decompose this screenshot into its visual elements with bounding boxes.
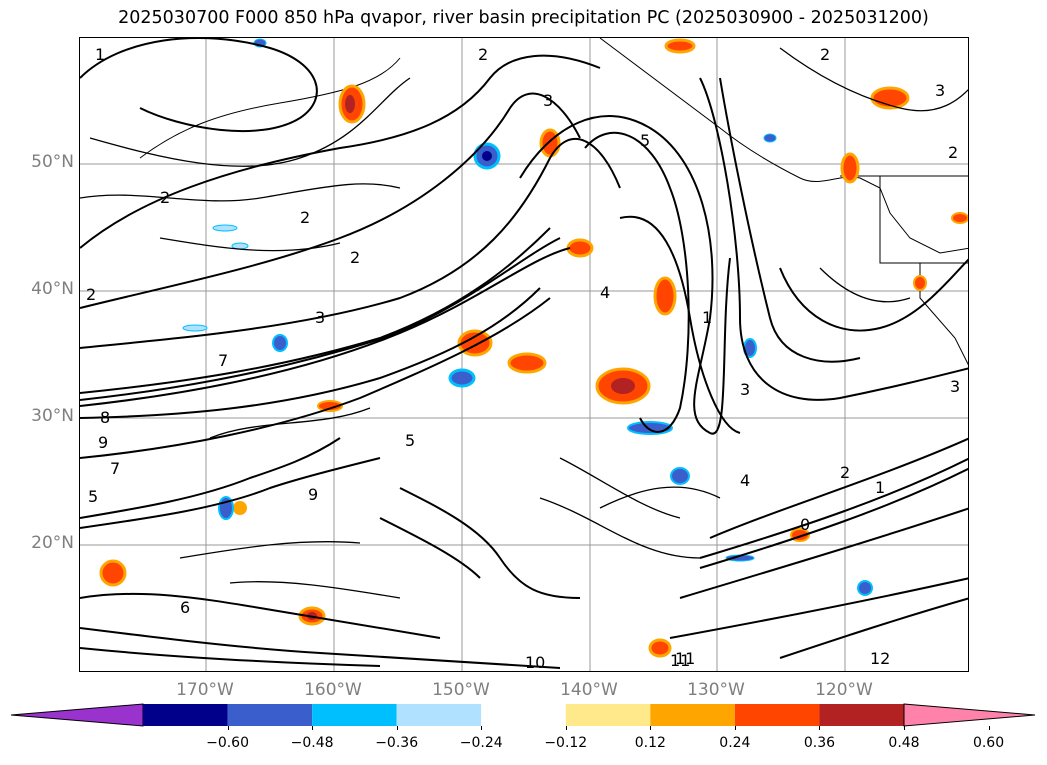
lon-label: 140°W	[560, 680, 618, 700]
colorbar-segment	[143, 704, 228, 726]
colorbar-tick-label: 0.24	[719, 735, 751, 751]
contour-label: 9	[308, 485, 318, 504]
colorbar-segment	[481, 704, 566, 726]
qvapor-contours-thin	[80, 47, 968, 599]
contour-label: 3	[543, 91, 553, 110]
colorbar-tick-label: 0.36	[803, 735, 836, 751]
contour-label: 2	[350, 248, 360, 267]
precip-positive-patches	[99, 38, 968, 658]
colorbar	[10, 703, 1036, 727]
contour-label: 3	[950, 377, 960, 396]
contour-label: 7	[218, 351, 228, 370]
colorbar-tick	[312, 726, 314, 730]
figure-title: 2025030700 F000 850 hPa qvapor, river ba…	[118, 8, 929, 28]
colorbar-tick	[565, 726, 567, 730]
colorbar-tick-label: 0.60	[972, 735, 1005, 751]
lon-label: 150°W	[432, 680, 490, 700]
lat-label: 50°N	[31, 152, 74, 172]
colorbar-tick	[904, 726, 905, 730]
colorbar-tick	[819, 726, 821, 730]
contour-label: 3	[315, 308, 325, 327]
contour-label: 10	[525, 653, 545, 672]
contour-label: 6	[180, 598, 190, 617]
colorbar-tick-label: −0.48	[290, 735, 334, 751]
contour-label: 2	[948, 143, 958, 162]
contour-label: 2	[300, 208, 310, 227]
colorbar-segment	[565, 704, 651, 726]
contour-labels: 1 2 3 5 2 2 2 2 2 4 7 9 11 10 8 6 3 5 4 …	[86, 45, 960, 672]
colorbar-extend-max	[903, 703, 1036, 727]
colorbar-segment	[650, 704, 735, 726]
contour-label: 1	[875, 478, 885, 497]
contour-label: 5	[640, 131, 650, 150]
map-canvas: 1 2 3 5 2 2 2 2 2 4 7 9 11 10 8 6 3 5 4 …	[80, 38, 968, 672]
colorbar-tick	[988, 726, 990, 730]
lat-label: 40°N	[31, 279, 74, 299]
colorbar-tick	[734, 726, 736, 730]
colorbar-segment	[227, 704, 313, 726]
contour-label: 2	[478, 45, 488, 64]
colorbar-tick-label: −0.36	[375, 735, 419, 751]
contour-label: 11	[670, 651, 690, 670]
contour-label: 2	[160, 188, 170, 207]
contour-label: 2	[820, 45, 830, 64]
qvapor-contours	[80, 38, 968, 669]
colorbar-tick-label: 0.48	[888, 735, 920, 751]
contour-label: 5	[405, 431, 415, 450]
contour-label: 1	[95, 45, 105, 64]
contour-label: 9	[98, 433, 108, 452]
colorbar-segment	[312, 704, 397, 726]
lat-label: 30°N	[31, 406, 74, 426]
contour-label: 0	[800, 515, 810, 534]
contour-label: 7	[110, 459, 120, 478]
contour-label: 3	[740, 380, 750, 399]
lat-label: 20°N	[31, 533, 74, 553]
colorbar-tick-label: −0.60	[206, 735, 249, 751]
contour-label: 2	[840, 463, 850, 482]
lon-label: 160°W	[304, 680, 362, 700]
contour-label: 2	[86, 285, 96, 304]
contour-label: 1	[702, 308, 712, 327]
colorbar-tick-label: −0.12	[544, 735, 588, 751]
colorbar-tick-label: 0.12	[634, 735, 666, 751]
lon-label: 120°W	[815, 680, 873, 700]
map-panel: 1 2 3 5 2 2 2 2 2 4 7 9 11 10 8 6 3 5 4 …	[79, 37, 969, 672]
lon-label: 170°W	[176, 680, 234, 700]
precip-negative-patches	[182, 38, 873, 596]
colorbar-tick	[650, 726, 652, 730]
gridlines	[80, 38, 968, 671]
colorbar-tick-label: −0.24	[459, 735, 503, 751]
contour-label: 11	[675, 649, 695, 668]
contour-label: 12	[870, 649, 890, 668]
colorbar-tick	[396, 726, 398, 730]
contour-label: 4	[740, 471, 750, 490]
contour-label: 5	[88, 487, 98, 506]
colorbar-segment	[819, 704, 904, 726]
colorbar-tick	[481, 726, 483, 730]
contour-label: 3	[935, 81, 945, 100]
colorbar-tick	[227, 726, 229, 730]
colorbar-segment	[734, 704, 820, 726]
contour-label: 8	[100, 408, 110, 427]
colorbar-extend-min	[10, 703, 144, 727]
contour-label: 4	[600, 283, 610, 302]
colorbar-segment	[396, 704, 482, 726]
lon-label: 130°W	[687, 680, 745, 700]
